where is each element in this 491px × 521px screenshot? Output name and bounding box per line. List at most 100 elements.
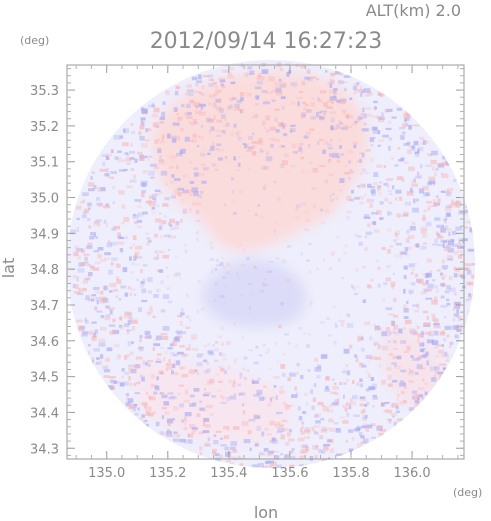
clutter-cell bbox=[395, 197, 398, 201]
clutter-cell bbox=[267, 460, 275, 464]
clutter-cell bbox=[134, 199, 142, 202]
clutter-cell bbox=[362, 107, 365, 113]
clutter-cell bbox=[240, 108, 244, 114]
clutter-cell bbox=[177, 116, 183, 121]
clutter-cell bbox=[117, 157, 123, 162]
clutter-cell bbox=[74, 284, 79, 289]
clutter-cell bbox=[409, 187, 413, 192]
clutter-cell bbox=[146, 237, 151, 240]
clutter-cell bbox=[439, 274, 447, 277]
clutter-cell bbox=[386, 366, 392, 371]
clutter-cell bbox=[301, 421, 305, 425]
clutter-cell bbox=[282, 259, 287, 264]
clutter-cell bbox=[262, 343, 267, 347]
clutter-cell bbox=[207, 152, 211, 156]
clutter-cell bbox=[76, 217, 80, 221]
clutter-cell bbox=[451, 325, 459, 330]
clutter-cell bbox=[362, 128, 370, 132]
clutter-cell bbox=[139, 338, 142, 343]
clutter-cell bbox=[207, 74, 214, 78]
clutter-cell bbox=[333, 340, 337, 345]
clutter-cell bbox=[331, 72, 336, 76]
clutter-cell bbox=[296, 392, 299, 396]
clutter-cell bbox=[362, 169, 367, 173]
clutter-cell bbox=[264, 427, 269, 431]
clutter-cell bbox=[377, 424, 383, 429]
clutter-cell bbox=[357, 335, 364, 341]
clutter-cell bbox=[432, 279, 436, 282]
clutter-cell bbox=[249, 70, 255, 75]
clutter-cell bbox=[248, 349, 253, 352]
clutter-cell bbox=[363, 114, 367, 119]
clutter-cell bbox=[173, 431, 178, 434]
clutter-cell bbox=[339, 178, 345, 183]
clutter-cell bbox=[179, 438, 186, 443]
clutter-cell bbox=[214, 268, 218, 271]
clutter-cell bbox=[251, 464, 259, 468]
clutter-cell bbox=[233, 108, 240, 111]
clutter-cell bbox=[319, 115, 325, 121]
clutter-cell bbox=[393, 421, 397, 427]
clutter-cell bbox=[126, 329, 130, 335]
clutter-cell bbox=[429, 366, 436, 372]
clutter-cell bbox=[224, 118, 227, 122]
clutter-cell bbox=[402, 123, 407, 128]
clutter-cell bbox=[206, 380, 213, 385]
clutter-cell bbox=[394, 233, 398, 237]
clutter-cell bbox=[276, 65, 282, 68]
radar-disc bbox=[67, 60, 475, 468]
clutter-cell bbox=[114, 156, 119, 160]
clutter-cell bbox=[258, 451, 264, 455]
clutter-cell bbox=[377, 344, 381, 348]
clutter-cell bbox=[408, 379, 414, 384]
clutter-cell bbox=[349, 97, 353, 101]
clutter-cell bbox=[110, 241, 117, 246]
clutter-cell bbox=[447, 248, 454, 253]
clutter-cell bbox=[103, 368, 111, 373]
clutter-cell bbox=[180, 366, 186, 371]
clutter-cell bbox=[426, 339, 434, 344]
clutter-cell bbox=[144, 155, 148, 159]
clutter-cell bbox=[87, 298, 91, 302]
clutter-cell bbox=[431, 243, 439, 246]
clutter-cell bbox=[126, 162, 131, 165]
clutter-cell bbox=[181, 419, 184, 423]
clutter-cell bbox=[311, 187, 316, 190]
clutter-cell bbox=[189, 394, 195, 398]
clutter-cell bbox=[319, 435, 324, 440]
clutter-cell bbox=[128, 364, 135, 368]
clutter-cell bbox=[198, 91, 202, 95]
clutter-cell bbox=[343, 251, 347, 255]
clutter-cell bbox=[141, 414, 145, 418]
clutter-cell bbox=[182, 189, 189, 194]
clutter-cell bbox=[413, 394, 419, 399]
clutter-cell bbox=[425, 200, 432, 204]
clutter-cell bbox=[338, 71, 344, 76]
clutter-cell bbox=[322, 149, 326, 154]
clutter-cell bbox=[285, 278, 290, 283]
clutter-cell bbox=[92, 335, 98, 338]
clutter-cell bbox=[431, 377, 437, 382]
clutter-cell bbox=[277, 197, 281, 202]
clutter-cell bbox=[308, 242, 312, 246]
clutter-cell bbox=[197, 194, 202, 199]
y-tick-label: 35.3 bbox=[30, 84, 59, 99]
x-tick-label: 135.0 bbox=[88, 466, 125, 481]
clutter-cell bbox=[154, 189, 161, 192]
clutter-cell bbox=[313, 383, 317, 388]
clutter-cell bbox=[269, 420, 275, 426]
clutter-cell bbox=[290, 124, 296, 127]
clutter-cell bbox=[343, 348, 350, 354]
clutter-cell bbox=[160, 309, 166, 313]
clutter-cell bbox=[404, 246, 409, 252]
clutter-cell bbox=[350, 284, 354, 288]
clutter-cell bbox=[365, 414, 368, 419]
clutter-cell bbox=[254, 444, 259, 447]
clutter-cell bbox=[442, 155, 446, 160]
clutter-cell bbox=[157, 250, 162, 253]
clutter-cell bbox=[345, 364, 349, 368]
clutter-cell bbox=[360, 336, 364, 341]
clutter-cell bbox=[444, 325, 452, 330]
clutter-cell bbox=[405, 110, 411, 116]
clutter-cell bbox=[345, 125, 353, 129]
